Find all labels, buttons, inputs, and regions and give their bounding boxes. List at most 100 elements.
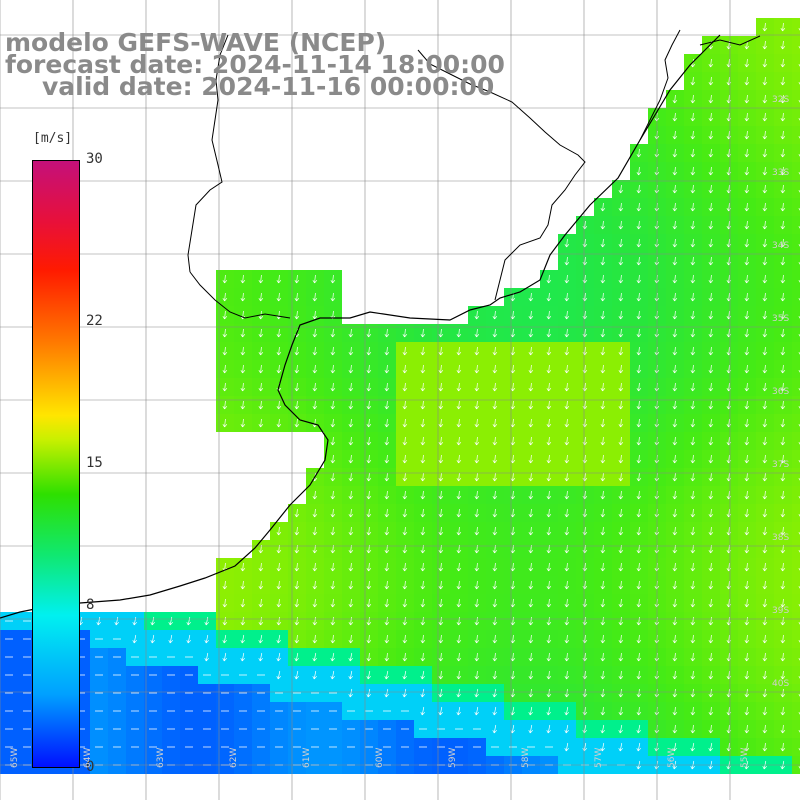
wind-arrow	[600, 580, 606, 590]
wind-arrow	[636, 256, 642, 266]
wind-arrow	[618, 670, 624, 680]
wind-arrow	[546, 616, 552, 626]
wind-arrow	[600, 364, 606, 374]
wind-arrow	[708, 472, 714, 482]
wind-arrow	[384, 616, 390, 626]
wind-arrow	[618, 454, 624, 464]
wind-arrow	[762, 616, 768, 626]
wind-arrow	[564, 400, 570, 410]
wind-arrow	[618, 436, 624, 446]
wind-arrow	[420, 526, 426, 536]
wind-cell	[792, 630, 800, 648]
wind-arrow	[564, 526, 570, 536]
wind-arrow	[186, 616, 192, 626]
wind-arrow	[474, 400, 480, 410]
wind-arrow	[708, 616, 714, 626]
wind-arrow	[600, 274, 606, 284]
wind-arrow	[528, 562, 534, 572]
wind-arrow	[762, 130, 768, 140]
wind-arrow	[744, 400, 750, 410]
wind-arrow	[600, 454, 606, 464]
wind-arrow	[240, 580, 246, 590]
wind-arrow	[330, 580, 336, 590]
wind-arrow	[258, 562, 264, 572]
wind-arrow	[546, 490, 552, 500]
wind-arrow	[276, 418, 282, 428]
wind-arrow	[780, 454, 786, 464]
wind-arrow	[276, 400, 282, 410]
wind-arrow	[240, 634, 246, 644]
wind-arrow	[672, 688, 678, 698]
wind-arrow	[762, 706, 768, 716]
lon-label: 56W	[667, 747, 677, 768]
wind-arrow	[402, 634, 408, 644]
wind-arrow	[672, 364, 678, 374]
wind-arrow	[564, 454, 570, 464]
wind-arrow	[528, 688, 534, 698]
lat-label: 38S	[772, 533, 790, 543]
wind-arrow	[744, 202, 750, 212]
wind-arrow	[690, 634, 696, 644]
wind-arrow	[366, 454, 372, 464]
wind-arrow	[546, 292, 552, 302]
wind-arrow	[564, 364, 570, 374]
wind-arrow	[204, 652, 210, 662]
wind-arrow	[384, 418, 390, 428]
wind-arrow	[600, 202, 606, 212]
wind-arrow	[546, 580, 552, 590]
wind-arrow	[780, 58, 786, 68]
wind-arrow	[186, 634, 192, 644]
wind-arrow	[546, 634, 552, 644]
wind-arrow	[636, 400, 642, 410]
wind-arrow	[690, 238, 696, 248]
wind-arrow	[492, 526, 498, 536]
wind-arrow	[762, 310, 768, 320]
lat-label: 34S	[772, 241, 790, 251]
wind-arrow	[492, 346, 498, 356]
wind-arrow	[672, 202, 678, 212]
wind-arrow	[528, 670, 534, 680]
wind-arrow	[330, 400, 336, 410]
wind-arrow	[312, 328, 318, 338]
wind-arrow	[600, 724, 606, 734]
wind-arrow	[438, 472, 444, 482]
wind-arrow	[600, 310, 606, 320]
wind-arrow	[780, 310, 786, 320]
wind-arrow	[744, 598, 750, 608]
wind-arrow	[366, 670, 372, 680]
wind-arrow	[258, 328, 264, 338]
wind-arrow	[672, 238, 678, 248]
wind-arrow	[456, 346, 462, 356]
wind-arrow	[618, 184, 624, 194]
wind-arrow	[546, 400, 552, 410]
wind-arrow	[294, 580, 300, 590]
wind-arrow	[330, 508, 336, 518]
wind-arrow	[402, 490, 408, 500]
wind-arrow	[384, 490, 390, 500]
wind-arrow	[420, 400, 426, 410]
wind-arrow	[600, 472, 606, 482]
wind-arrow	[762, 94, 768, 104]
wind-arrow	[204, 616, 210, 626]
wind-arrow	[330, 292, 336, 302]
wind-cell	[792, 648, 800, 666]
wind-arrow	[276, 274, 282, 284]
wind-cell	[792, 522, 800, 540]
wind-arrow	[402, 400, 408, 410]
colorbar-tick-22: 22	[86, 313, 103, 330]
wind-arrow	[690, 310, 696, 320]
wind-arrow	[420, 508, 426, 518]
wind-arrow	[618, 616, 624, 626]
wind-arrow	[474, 670, 480, 680]
wind-arrow	[762, 436, 768, 446]
wind-arrow	[420, 364, 426, 374]
wind-arrow	[492, 418, 498, 428]
wind-arrow	[744, 706, 750, 716]
wind-arrow	[672, 724, 678, 734]
lon-label: 59W	[448, 747, 458, 768]
wind-arrow	[708, 202, 714, 212]
wind-arrow	[240, 328, 246, 338]
wind-arrow	[420, 634, 426, 644]
wind-arrow	[402, 454, 408, 464]
wind-arrow	[780, 202, 786, 212]
